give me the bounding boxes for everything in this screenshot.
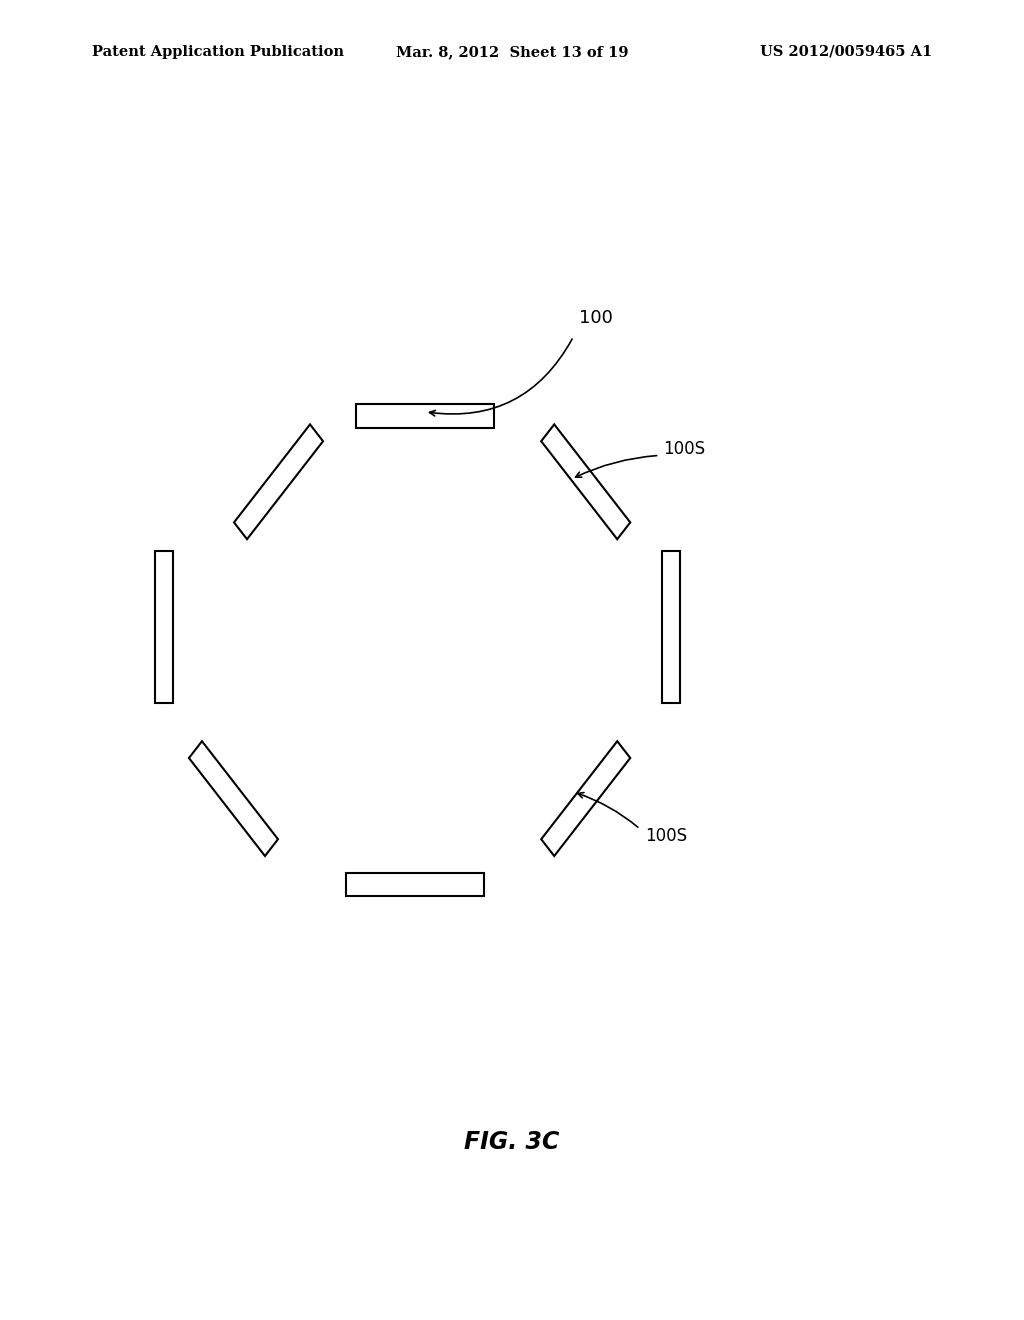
Polygon shape bbox=[542, 742, 630, 855]
Text: 100S: 100S bbox=[645, 826, 687, 845]
Text: US 2012/0059465 A1: US 2012/0059465 A1 bbox=[760, 45, 932, 59]
Text: 100S: 100S bbox=[664, 440, 706, 458]
Polygon shape bbox=[155, 552, 173, 702]
Polygon shape bbox=[234, 425, 323, 539]
Text: 100: 100 bbox=[579, 309, 612, 327]
Polygon shape bbox=[662, 552, 680, 702]
Text: FIG. 3C: FIG. 3C bbox=[464, 1130, 560, 1154]
Polygon shape bbox=[542, 425, 630, 539]
Polygon shape bbox=[356, 404, 494, 428]
Text: Patent Application Publication: Patent Application Publication bbox=[92, 45, 344, 59]
Polygon shape bbox=[346, 873, 484, 896]
Polygon shape bbox=[189, 742, 278, 855]
Text: Mar. 8, 2012  Sheet 13 of 19: Mar. 8, 2012 Sheet 13 of 19 bbox=[395, 45, 629, 59]
